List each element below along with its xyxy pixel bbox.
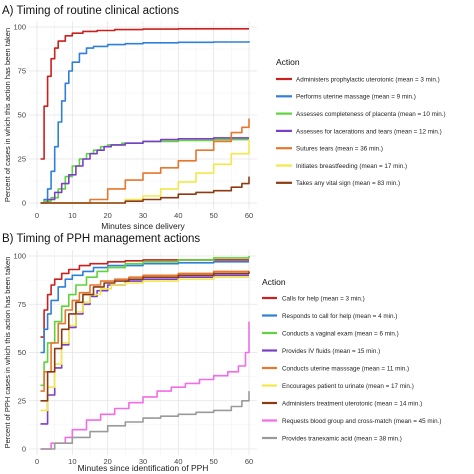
- chart-a: 0 10 20 30 40 50 60 0 25 50 75 100 A) Timing of rout…: [2, 5, 446, 231]
- legend-label-7: Administers treatment uterotonic (mean =…: [282, 400, 422, 407]
- legend-title: Action: [262, 277, 286, 287]
- series-line-7: [40, 271, 250, 402]
- y-axis-label: Percent of cases in which this action ha…: [3, 28, 12, 202]
- series-line-1: [40, 28, 249, 160]
- legend-label-6: Initiates breastfeeding (mean = 17 min.): [296, 163, 407, 170]
- chart-title: A) Timing of routine clinical actions: [2, 5, 179, 17]
- legend-label-9: Provides tranexamic acid (mean = 38 min.…: [282, 435, 402, 442]
- y-tick-label: 50: [18, 111, 26, 120]
- x-tick-label: 0: [35, 211, 39, 220]
- legend-title: Action: [276, 57, 300, 67]
- series-line-2: [40, 41, 250, 204]
- series-line-6: [40, 139, 250, 204]
- legend-label-3: Assesses completeness of placenta (mean …: [296, 111, 446, 118]
- x-tick-label: 10: [68, 211, 76, 220]
- y-tick-label: 0: [22, 199, 26, 208]
- y-tick-label: 0: [22, 445, 26, 454]
- x-tick-label: 10: [68, 457, 76, 466]
- y-axis-label: Percent of PPH cases in which this actio…: [3, 257, 12, 449]
- legend-label-1: Administers prophylactic uterotonic (mea…: [296, 76, 440, 83]
- series-line-8: [40, 321, 250, 450]
- legend-label-6: Encourages patient to urinate (mean = 17…: [282, 383, 414, 390]
- series-line-4: [40, 137, 249, 204]
- y-tick-label: 25: [18, 155, 26, 164]
- y-tick-label: 75: [18, 300, 26, 309]
- series-line-5: [40, 118, 250, 204]
- series-line-2: [40, 261, 249, 354]
- x-tick-label: 40: [174, 457, 182, 466]
- x-tick-label: 20: [103, 211, 111, 220]
- legend-label-1: Calls for help (mean = 3 min.): [282, 295, 365, 302]
- y-tick-label: 50: [18, 348, 26, 357]
- legend-label-4: Provides IV fluids (mean = 15 min.): [282, 348, 380, 355]
- x-tick-label: 40: [174, 211, 182, 220]
- series-line-9: [40, 391, 250, 450]
- legend-label-3: Conducts a vaginal exam (mean = 6 min.): [282, 330, 399, 337]
- x-axis-label: Minutes since identification of PPH: [78, 463, 209, 473]
- legend-label-4: Assesses for lacerations and tears (mean…: [296, 128, 442, 135]
- x-tick-label: 30: [139, 457, 147, 466]
- legend-label-2: Responds to call for help (mean = 4 min.…: [282, 313, 397, 320]
- legend-label-2: Performs uterine massage (mean = 9 min.): [296, 94, 416, 101]
- chart-title: B) Timing of PPH management actions: [2, 233, 200, 245]
- series-line-7: [40, 176, 250, 204]
- series-line-1: [40, 259, 249, 338]
- x-tick-label: 50: [209, 211, 217, 220]
- y-tick-label: 75: [18, 67, 26, 76]
- series-line-5: [40, 270, 249, 392]
- legend-label-8: Requests blood group and cross-match (me…: [282, 418, 441, 425]
- series-line-6: [40, 276, 249, 412]
- y-tick-label: 100: [13, 252, 26, 261]
- legend-label-5: Conducts uterine masssage (mean = 11 min…: [282, 365, 409, 372]
- x-tick-label: 50: [209, 457, 217, 466]
- x-axis-label: Minutes since delivery: [101, 221, 185, 231]
- x-tick-label: 60: [245, 211, 253, 220]
- x-tick-label: 20: [103, 457, 111, 466]
- legend-label-5: Sutures tears (mean = 36 min.): [296, 146, 383, 153]
- x-tick-label: 0: [35, 457, 39, 466]
- legend: Action Administers prophylactic uterotoni…: [276, 57, 446, 187]
- y-tick-label: 100: [13, 23, 26, 32]
- x-tick-label: 30: [139, 211, 147, 220]
- legend: Action Calls for help (mean = 3 min.) Resp…: [262, 277, 441, 442]
- legend-label-7: Takes any vital sign (mean = 83 min.): [296, 180, 400, 187]
- x-tick-label: 60: [245, 457, 253, 466]
- chart-b: 0 10 20 30 40 50 60 0 25 50 75 100 B) Timing of PPH …: [2, 233, 441, 473]
- y-tick-label: 25: [18, 396, 26, 405]
